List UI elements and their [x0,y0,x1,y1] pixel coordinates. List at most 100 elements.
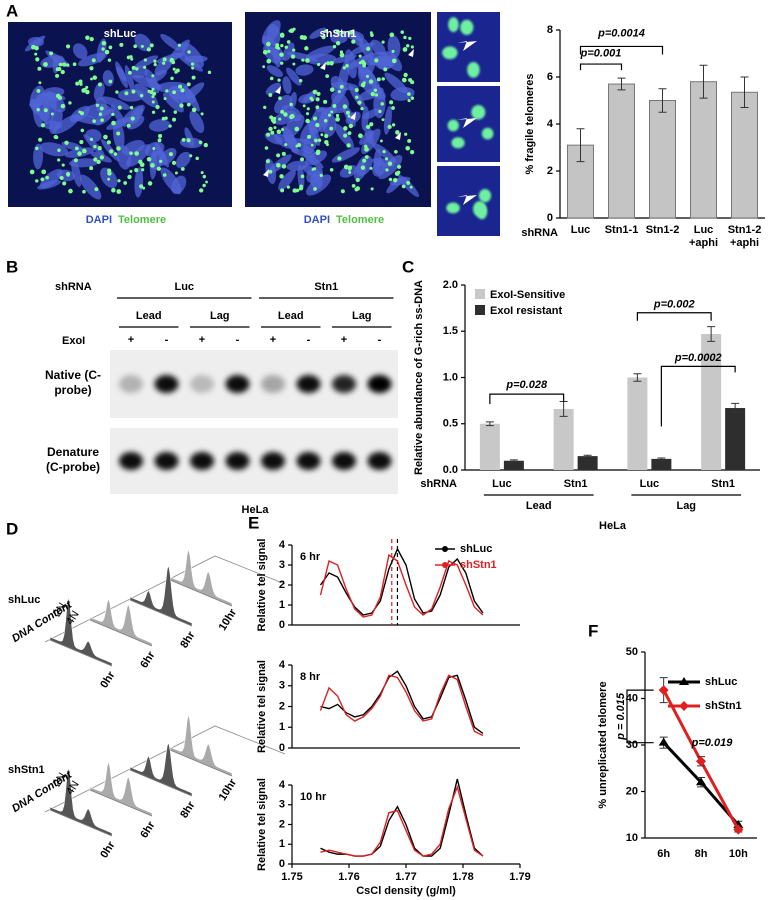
chromosome [33,143,44,170]
telomere-dot [348,30,354,35]
telomere-dot [186,138,191,143]
telomere-dot [268,169,273,174]
cell-line-label: HeLa [242,504,270,516]
strand-label: Lag [352,310,372,322]
error-bar [658,88,667,113]
telomere-dot [123,181,128,185]
telomere-dot [374,93,379,97]
telomere-dot [91,58,96,63]
y-tick-label: 50 [626,646,638,658]
telomere-dot [337,156,342,161]
telomere-dot [312,89,317,95]
footer: HeLa [599,520,627,532]
arrowhead [395,132,401,140]
histogram [89,761,153,817]
bar [651,458,672,470]
telomere-dot [407,92,411,96]
inset-spot [481,127,494,140]
lane-label: - [378,334,382,346]
telomere-dot [332,104,337,108]
panel-time-label: 10 hr [300,791,327,803]
p-value: p=0.0002 [674,352,722,364]
telomere-dot [157,138,162,143]
telomere-dot [139,162,145,168]
legend-marker [679,701,689,711]
x-tick-label: Luc [640,478,660,490]
telomere-dot [80,128,85,133]
time-label: 10hr [217,776,240,803]
telomere-dot [203,142,208,148]
telomere-dot [305,58,310,63]
chromosome [278,169,296,191]
chromosome [113,120,125,151]
point [696,756,706,767]
telomere-dot [107,177,111,181]
telomere-dot [62,62,67,67]
x-tick-label: 1.77 [395,871,416,883]
y-tick-label: 2 [279,579,285,591]
telomere-dot [81,148,87,154]
y-tick-label: 4 [547,118,554,130]
telomere-dot [357,100,362,105]
y-tick-label: 2.0 [443,279,458,291]
telomere-dot [60,69,65,75]
time-label: 8hr [178,799,198,820]
histogram-base [129,599,193,627]
telomere-dot [396,164,402,169]
telomere-dot [379,139,383,143]
y-axis-label: Relative tel signal [256,539,268,632]
telomere-dot [57,158,61,162]
telomere-dot [325,74,330,79]
chromosome [72,43,88,60]
bar [731,91,758,219]
telomere-dot [162,57,167,62]
histogram [169,713,233,777]
telomere-dot [29,169,35,175]
telomere-dot [85,35,90,40]
telomere-dot [127,174,132,180]
inset-spot [460,19,474,36]
y-tick-label: 0.0 [443,464,458,476]
telomere-dot [324,133,329,139]
strand-label: Lag [210,310,230,322]
telomere-dot [298,79,303,83]
telomere-dot [74,146,79,151]
telomere-dot [304,46,309,51]
telomere-dot [142,186,146,190]
y-tick-label: 1.5 [443,325,458,337]
y-tick-label: 1 [279,838,285,850]
telomere-dot [329,60,334,66]
telomere-dot [273,126,277,130]
telomere-dot [300,174,305,179]
telomere-dot [280,109,285,114]
chromosome [286,67,302,86]
telomere-dot [172,117,177,122]
telomere-dot [93,157,98,162]
telomere-dot [281,127,285,132]
x-tick-label: 1.75 [281,871,302,883]
telomere-dot [305,118,310,124]
telomere-dot [404,132,408,136]
floor [44,725,286,813]
telomere-dot [177,43,182,47]
telomere-dot [284,45,288,49]
telomere-dot [358,133,363,139]
telomere-dot [306,107,310,111]
telomere-dot [36,88,41,93]
telomere-dot [267,49,271,54]
chromosome [302,152,324,169]
error-bar [657,457,666,461]
telomere-dot [49,51,53,56]
chromosome [37,180,61,190]
telomere-dot [364,155,369,159]
telomere-dot [89,166,94,171]
y-tick-label: 4 [279,779,286,791]
histogram-base [129,769,193,797]
x-tick-label: Luc [570,224,591,236]
telomere-dot [405,145,410,151]
lane-label: + [341,334,347,346]
stain-label: Telomere [118,214,166,226]
x-tick-label: Stn1-2 +aphi [727,224,762,249]
telomere-dot [149,90,154,95]
blot-band [367,452,392,470]
